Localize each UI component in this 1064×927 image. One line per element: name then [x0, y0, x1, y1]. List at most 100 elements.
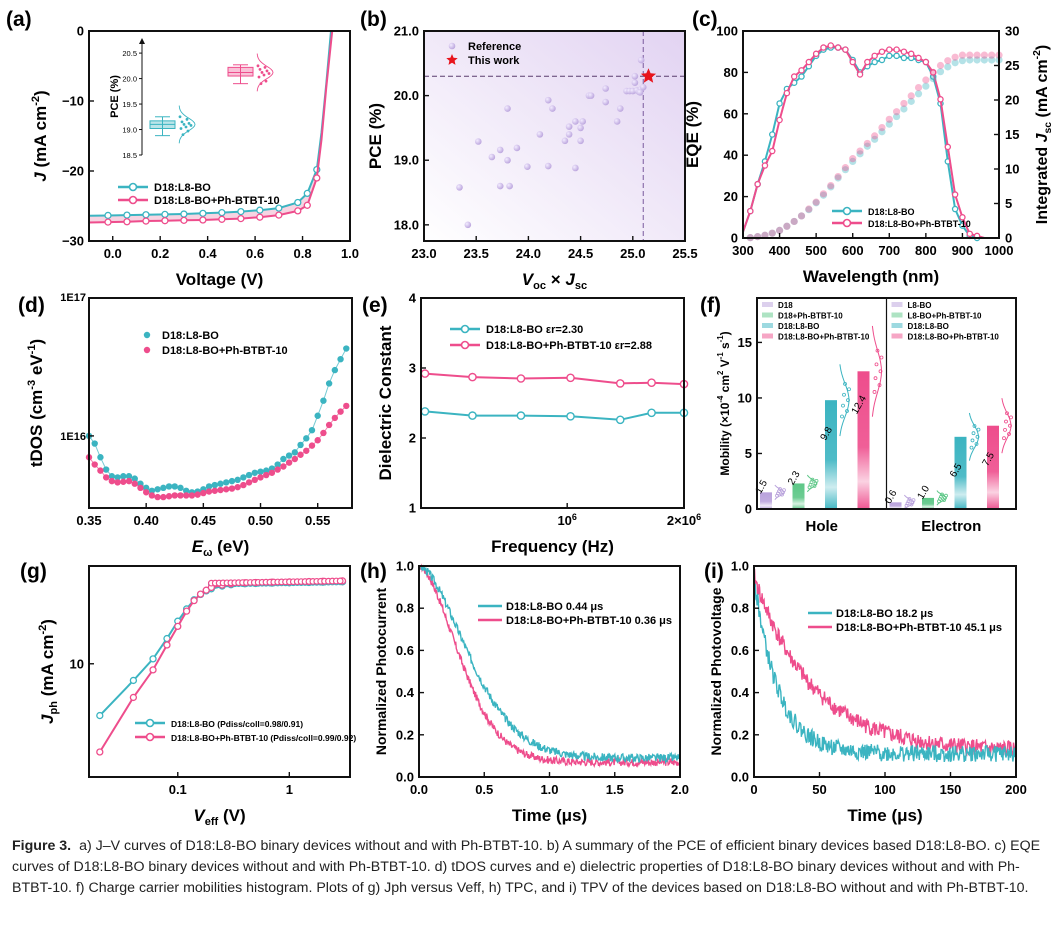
legend-swatch	[891, 323, 903, 328]
integrated-jsc-point	[951, 53, 959, 61]
reference-point	[544, 162, 552, 170]
data-point	[971, 431, 976, 436]
x-tick-label: 1.0	[540, 782, 558, 797]
data-point	[294, 207, 302, 215]
data-point	[199, 209, 207, 218]
data-point	[154, 493, 161, 501]
series-trace-teal	[753, 579, 1017, 763]
data-point	[177, 492, 184, 499]
data-point	[874, 362, 879, 367]
data-point	[91, 461, 98, 468]
integrated-jsc-point	[922, 76, 930, 84]
data-point	[275, 211, 283, 219]
integrated-jsc-point	[958, 57, 967, 65]
reference-point	[496, 146, 504, 154]
bar	[922, 497, 934, 509]
legend-marker	[460, 324, 470, 334]
eqe-point	[900, 54, 908, 62]
integrated-jsc-point	[885, 115, 893, 123]
eqe-point	[966, 230, 973, 238]
legend-marker	[842, 218, 852, 228]
data-point	[148, 492, 156, 499]
data-point	[217, 480, 224, 487]
reference-point	[561, 137, 569, 145]
reference-point	[565, 131, 573, 138]
panel-a-jv-chart: (a) 0.0 0.2 0.4 0.6 0.8 1.0 0 −10 −20 −30 Voltage (…	[6, 8, 359, 289]
reference-point	[464, 221, 472, 229]
eqe-point	[783, 89, 791, 97]
data-point	[879, 355, 884, 360]
x-tick-label: 600	[842, 243, 864, 258]
y-tick-label: −20	[62, 164, 84, 179]
data-point	[142, 484, 150, 492]
bar	[857, 371, 870, 509]
x-tick-label: 0.0	[410, 782, 428, 797]
data-point	[96, 711, 104, 720]
integrated-jsc-point	[790, 217, 798, 226]
data-point	[911, 498, 916, 503]
data-point	[314, 437, 321, 444]
inset-point	[263, 65, 267, 69]
data-point	[234, 476, 241, 484]
x-tick-label: 400	[769, 243, 791, 258]
integrated-jsc-point	[841, 164, 850, 172]
data-point	[182, 607, 191, 615]
data-point	[131, 480, 138, 487]
x-tick-label: 1	[286, 782, 293, 797]
reference-point	[587, 92, 595, 99]
integrated-jsc-point	[936, 61, 945, 70]
legend-label: L8-BO+Ph-BTBT-10	[908, 312, 983, 321]
integrated-jsc-point	[783, 222, 791, 230]
integrated-jsc-point	[878, 124, 886, 132]
data-point	[120, 478, 127, 485]
legend-label: D18	[778, 301, 793, 310]
figure-caption: Figure 3. a) J–V curves of D18:L8-BO bin…	[12, 836, 1052, 899]
integrated-jsc-point	[856, 147, 864, 155]
inset-tick-label: 18.5	[122, 151, 137, 160]
reference-point	[579, 118, 586, 125]
data-point	[1009, 415, 1013, 420]
data-point	[275, 204, 283, 212]
x-tick-label: 800	[915, 243, 937, 258]
y2-tick-label: 10	[1005, 162, 1019, 177]
y-tick-label: 0.6	[731, 643, 749, 658]
data-point	[944, 493, 948, 498]
y-tick-label: 0.4	[731, 685, 750, 700]
integrated-jsc-point	[929, 68, 937, 76]
inset-point	[267, 72, 271, 75]
integrated-jsc-point	[790, 217, 798, 226]
data-point	[516, 374, 526, 383]
legend-label: D18:L8-BO+Ph-BTBT-10 (Pdiss/coll=0.99/0.…	[171, 733, 356, 743]
series-line	[424, 410, 684, 421]
integrated-jsc-point	[783, 222, 791, 230]
legend-label: D18:L8-BO	[868, 207, 915, 217]
eqe-point	[761, 162, 769, 169]
data-point	[196, 590, 205, 598]
data-point	[199, 216, 207, 224]
figure-3: (a) 0.0 0.2 0.4 0.6 0.8 1.0 0 −10 −20 −30 Voltage (…	[6, 8, 1054, 828]
eqe-point	[886, 46, 893, 53]
data-point	[566, 411, 575, 421]
integrated-jsc-point	[988, 56, 996, 64]
y-tick-label: 5	[745, 446, 752, 461]
y2-tick-label: 25	[1005, 58, 1019, 73]
data-point	[325, 421, 333, 429]
data-point	[263, 471, 270, 479]
x-tick-label: 24.5	[568, 246, 593, 261]
group-hole: 1.52.39.812.4D18D18+Ph-BTBT-10D18:L8-BOD…	[754, 301, 884, 535]
series-trace-pink	[418, 563, 681, 769]
data-point	[218, 208, 226, 217]
legend-label: D18:L8-BO+Ph-BTBT-10	[908, 333, 1000, 342]
panel-d-tdos-chart: (d) 0.35 0.40 0.45 0.50 0.55 1E16 1E17 Eω (eV) tD…	[18, 292, 353, 559]
integrated-jsc-point	[907, 97, 915, 105]
y-tick-label: 1.0	[396, 559, 414, 574]
data-point	[842, 392, 846, 397]
y-axis-label: Normalized Photovoltage	[708, 587, 724, 755]
data-point	[782, 488, 786, 493]
data-point	[240, 474, 247, 481]
data-point	[878, 369, 883, 374]
y-tick-label: 100	[716, 24, 738, 39]
integrated-jsc-point	[834, 174, 842, 182]
x-tick-label: 0.5	[475, 782, 493, 797]
data-point	[873, 376, 878, 381]
